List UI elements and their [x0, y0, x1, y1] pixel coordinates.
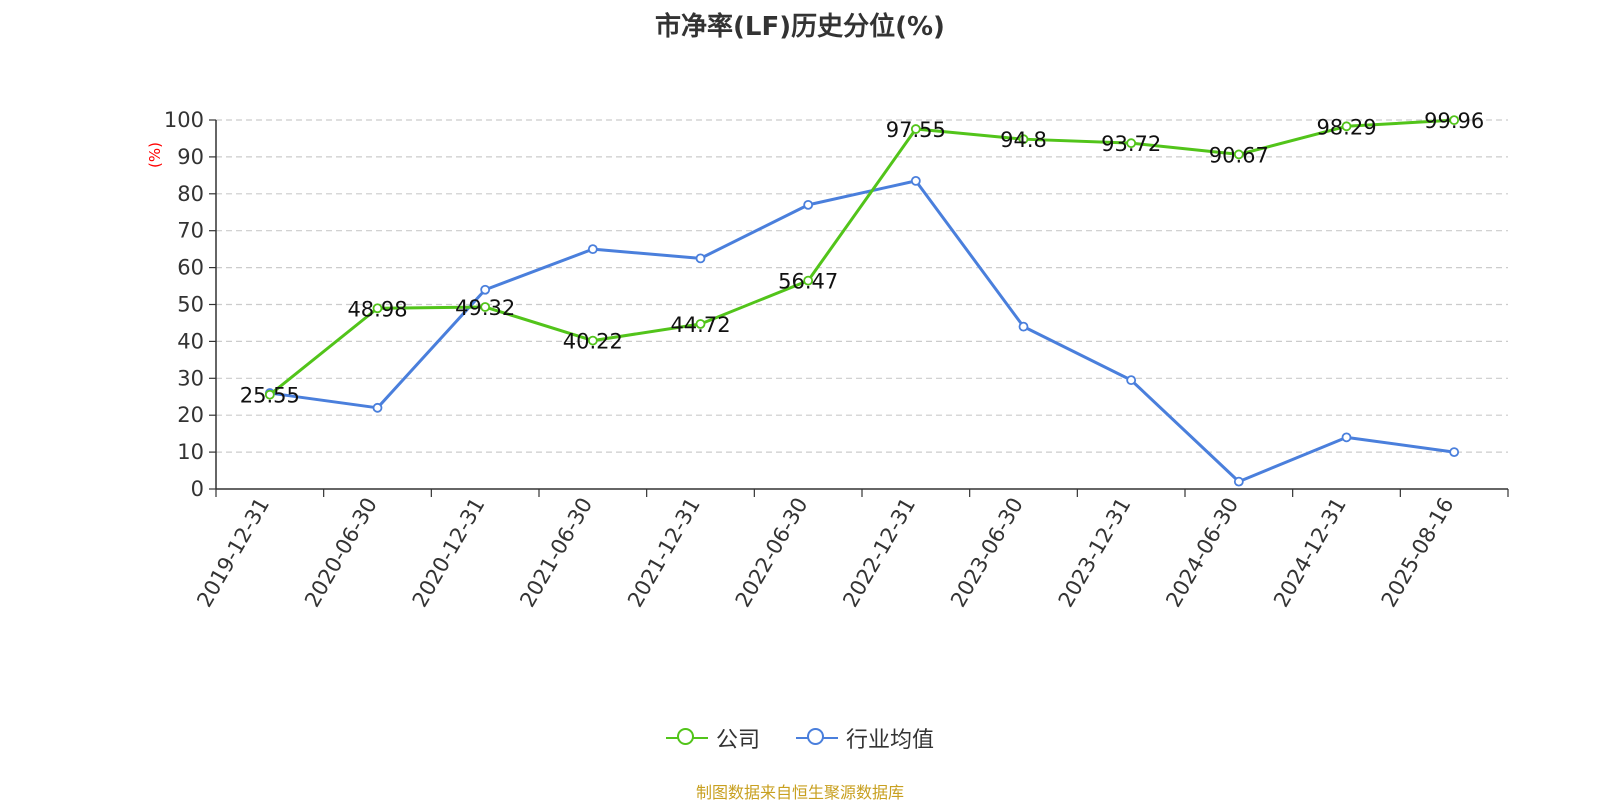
data-point-0: [1449, 115, 1460, 126]
data-point-1: [695, 253, 706, 264]
legend-item-company[interactable]: 公司: [665, 722, 760, 754]
data-point-0: [910, 124, 921, 134]
y-tick-label: 90: [177, 145, 204, 169]
data-label: 99.96: [1424, 109, 1484, 133]
source-note: 制图数据来自恒生聚源数据库: [695, 783, 904, 802]
data-label: 98.29: [1316, 115, 1376, 139]
data-point-0: [1341, 121, 1352, 132]
data-point-0: [1126, 138, 1137, 149]
data-label: 48.98: [347, 297, 407, 321]
data-point-1: [372, 402, 383, 413]
y-tick-label: 20: [177, 403, 204, 427]
y-tick-label: 30: [177, 366, 204, 390]
y-tick-label: 100: [164, 108, 204, 132]
data-label: 25.55: [240, 384, 300, 408]
data-point-1: [1018, 321, 1029, 332]
data-point-1: [803, 199, 814, 210]
x-tick-label: 2024-06-30: [1161, 494, 1243, 612]
data-point-0: [1018, 134, 1029, 145]
data-point-1: [1126, 375, 1137, 386]
data-point-0: [372, 303, 383, 314]
chart-title: 市净率(LF)历史分位(%): [655, 12, 945, 42]
data-label: 90.67: [1209, 143, 1269, 167]
x-tick-label: 2020-06-30: [300, 494, 382, 612]
axes: 0 10 20 30 40 50 60 70 80 90 100 2019-12-31 2020-06-…: [164, 108, 1509, 612]
legend-company-marker-icon: [665, 726, 708, 750]
series-layer: [264, 115, 1460, 487]
data-point-0: [1233, 149, 1244, 160]
legend: 公司 行业均值: [0, 721, 1600, 755]
x-tick-label: 2023-06-30: [946, 494, 1028, 612]
data-point-0: [587, 335, 598, 346]
y-tick-label: 0: [191, 477, 204, 501]
data-label: 44.72: [670, 313, 730, 337]
x-tick-label: 2020-12-31: [408, 493, 490, 611]
data-point-1: [1233, 476, 1244, 487]
data-label: 40.22: [563, 330, 623, 354]
x-tick-label: 2023-12-31: [1054, 494, 1136, 612]
data-point-1: [480, 284, 491, 295]
y-tick-label: 40: [177, 329, 204, 353]
series-line-1: [269, 179, 1455, 484]
data-label: 93.72: [1101, 132, 1161, 156]
x-tick-label: 2021-12-31: [623, 494, 705, 612]
x-tick-label: 2022-06-30: [731, 494, 813, 612]
y-tick-label: 50: [177, 293, 204, 317]
x-tick-label: 2019-12-31: [192, 494, 274, 612]
data-point-1: [587, 244, 598, 255]
data-point-0: [803, 275, 814, 286]
data-point-1: [1449, 447, 1460, 458]
data-labels: 25.55 48.98 49.32 40.22 44.72 56.47 97.55 94.8 9…: [240, 109, 1484, 408]
y-tick-label: 10: [177, 440, 204, 464]
data-label: 49.32: [455, 296, 515, 320]
x-tick-label: 2022-12-31: [838, 493, 920, 611]
data-label: 94.8: [1000, 128, 1047, 152]
y-tick-label: 80: [177, 182, 204, 206]
legend-industry-marker-icon: [796, 726, 838, 750]
series-line-0: [268, 118, 1455, 396]
y-tick-label: 60: [177, 256, 204, 280]
data-point-0: [695, 319, 706, 329]
legend-label-industry-average: 行业均值: [846, 728, 935, 753]
data-point-0: [264, 389, 275, 400]
data-label: 97.55: [886, 118, 946, 142]
x-tick-label: 2025-08-16: [1377, 494, 1459, 612]
y-axis-label: (%): [146, 142, 164, 168]
data-point-0: [480, 302, 491, 312]
grid-lines: [216, 119, 1508, 453]
data-label: 56.47: [778, 270, 838, 294]
x-tick-label: 2021-06-30: [515, 494, 597, 612]
legend-item-industry-average[interactable]: 行业均值: [796, 722, 934, 754]
legend-label-company: 公司: [715, 728, 760, 753]
x-tick-label: 2024-12-31: [1269, 494, 1351, 612]
data-point-1: [1341, 432, 1352, 443]
y-tick-label: 70: [177, 219, 204, 243]
data-point-1: [910, 175, 921, 186]
